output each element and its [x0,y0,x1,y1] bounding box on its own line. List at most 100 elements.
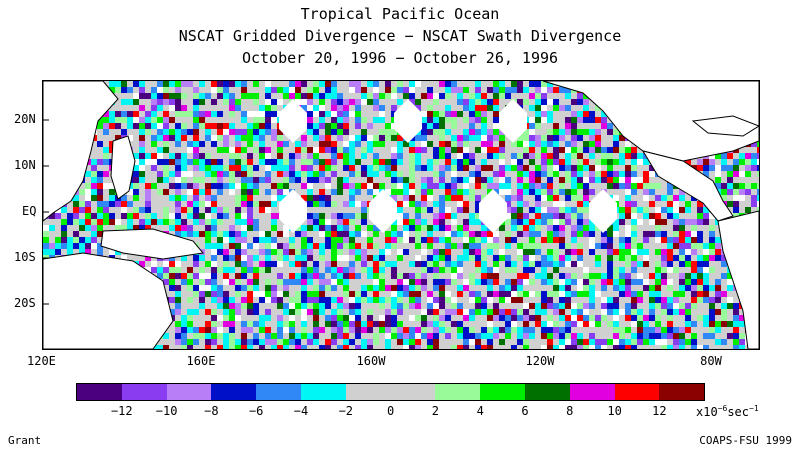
divergence-cell [187,201,193,207]
divergence-cell [433,219,439,225]
divergence-cell [673,243,679,249]
divergence-cell [709,267,715,273]
divergence-cell [481,159,487,165]
divergence-cell [505,171,511,177]
divergence-cell [751,171,757,177]
divergence-cell [157,81,163,87]
divergence-cell [217,129,223,135]
divergence-cell [211,279,217,285]
divergence-cell [505,309,511,315]
divergence-cell [655,303,661,309]
divergence-cell [283,147,289,153]
divergence-cell [535,297,541,303]
divergence-cell [457,225,463,231]
divergence-cell [469,249,475,255]
divergence-cell [199,213,205,219]
divergence-cell [421,279,427,285]
divergence-cell [79,213,85,219]
divergence-cell [301,255,307,261]
divergence-cell [565,99,571,105]
divergence-cell [475,201,481,207]
divergence-cell [145,123,151,129]
divergence-cell [511,285,517,291]
divergence-cell [565,237,571,243]
divergence-cell [163,279,169,285]
divergence-cell [277,321,283,327]
divergence-cell [559,87,565,93]
divergence-cell [529,219,535,225]
divergence-cell [619,321,625,327]
divergence-cell [415,195,421,201]
divergence-cell [343,309,349,315]
divergence-cell [343,225,349,231]
divergence-cell [541,111,547,117]
divergence-cell [547,231,553,237]
divergence-cell [637,213,643,219]
divergence-cell [421,333,427,339]
divergence-cell [439,267,445,273]
divergence-cell [601,327,607,333]
divergence-cell [403,177,409,183]
divergence-cell [211,195,217,201]
divergence-cell [523,207,529,213]
divergence-cell [295,249,301,255]
divergence-cell [331,249,337,255]
divergence-cell [535,237,541,243]
divergence-cell [469,291,475,297]
divergence-cell [529,249,535,255]
divergence-cell [379,291,385,297]
divergence-cell [313,123,319,129]
divergence-cell [457,171,463,177]
divergence-cell [481,117,487,123]
divergence-cell [643,261,649,267]
divergence-cell [181,201,187,207]
divergence-cell [475,243,481,249]
divergence-cell [523,105,529,111]
divergence-cell [343,201,349,207]
divergence-cell [223,141,229,147]
divergence-cell [43,243,49,249]
divergence-cell [355,279,361,285]
divergence-cell [271,327,277,333]
divergence-cell [205,333,211,339]
divergence-cell [373,93,379,99]
divergence-cell [541,225,547,231]
divergence-cell [397,327,403,333]
divergence-cell [571,255,577,261]
divergence-cell [277,189,283,195]
divergence-cell [475,117,481,123]
divergence-cell [637,303,643,309]
divergence-cell [691,333,697,339]
divergence-cell [379,183,385,189]
divergence-cell [133,177,139,183]
divergence-cell [679,219,685,225]
divergence-cell [649,279,655,285]
divergence-cell [253,135,259,141]
divergence-cell [229,195,235,201]
divergence-cell [67,213,73,219]
divergence-cell [325,291,331,297]
divergence-cell [379,279,385,285]
divergence-cell [337,339,343,345]
divergence-cell [235,291,241,297]
divergence-cell [319,111,325,117]
divergence-cell [391,309,397,315]
divergence-cell [253,261,259,267]
divergence-cell [439,141,445,147]
divergence-cell [313,339,319,345]
divergence-cell [151,105,157,111]
divergence-cell [97,195,103,201]
divergence-cell [517,225,523,231]
divergence-cell [613,285,619,291]
divergence-cell [625,339,631,345]
divergence-cell [571,201,577,207]
divergence-cell [367,231,373,237]
divergence-cell [541,261,547,267]
divergence-cell [223,339,229,345]
divergence-cell [595,255,601,261]
divergence-cell [667,273,673,279]
divergence-cell [403,321,409,327]
divergence-cell [703,339,709,345]
divergence-cell [673,213,679,219]
divergence-cell [253,81,259,87]
